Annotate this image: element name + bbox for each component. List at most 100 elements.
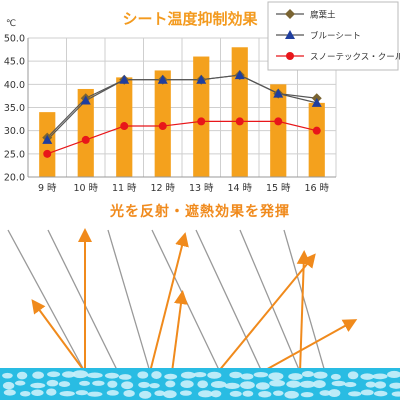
pebble	[301, 371, 314, 378]
pebble	[180, 380, 194, 388]
pebble	[286, 380, 301, 388]
data-point	[235, 117, 244, 126]
data-point	[42, 134, 53, 144]
incoming-ray	[239, 229, 301, 373]
data-point	[311, 97, 322, 107]
pebble	[179, 390, 192, 396]
y-tick-label: 25.0	[4, 149, 25, 160]
pebble	[269, 379, 285, 387]
reflected-light-arrows	[31, 228, 358, 373]
pebble	[86, 372, 103, 379]
pebble	[210, 390, 222, 398]
series-line	[47, 120, 317, 155]
reflection-illustration	[0, 228, 400, 400]
pebble	[229, 371, 243, 379]
pebble	[360, 389, 374, 396]
pebble	[47, 371, 61, 378]
incoming-ray	[47, 229, 119, 373]
pebble	[154, 390, 165, 397]
pebble	[197, 380, 209, 389]
series-line	[46, 74, 317, 141]
pebble	[30, 382, 46, 389]
pebble	[79, 380, 91, 386]
x-tick-label: 11 時	[112, 183, 137, 194]
pebble	[365, 381, 376, 388]
legend-label: ブルーシート	[310, 31, 361, 42]
x-tick-label: 15 時	[266, 183, 291, 194]
y-tick-label: 35.0	[4, 103, 25, 114]
pebble	[3, 389, 16, 396]
pebble	[210, 380, 227, 389]
pebble	[224, 382, 240, 390]
x-tick-label: 9 時	[38, 183, 57, 194]
pebble	[121, 381, 134, 390]
reflected-arrow	[149, 232, 189, 373]
reflected-arrow	[261, 319, 358, 373]
x-tick-label: 12 時	[150, 183, 175, 194]
data-point	[197, 117, 206, 126]
pebble	[360, 373, 374, 380]
bar	[77, 88, 94, 177]
bar	[193, 56, 210, 177]
data-point	[81, 135, 90, 144]
pebble	[242, 390, 254, 397]
data-point	[312, 126, 321, 135]
incoming-ray	[195, 229, 263, 373]
y-tick-label: 30.0	[4, 126, 25, 137]
pebble	[104, 372, 119, 379]
bars	[39, 47, 325, 178]
x-tick-label: 14 時	[227, 183, 252, 194]
pebble	[123, 390, 135, 397]
legend-label: 腐葉土	[310, 10, 336, 21]
pebble	[2, 381, 15, 390]
pebble	[268, 372, 284, 381]
pebble	[330, 373, 341, 380]
x-tick-label: 13 時	[189, 183, 214, 194]
pebble	[240, 381, 255, 389]
pebble	[387, 370, 400, 379]
pebble	[258, 390, 272, 398]
pebble	[163, 390, 177, 399]
pebble	[16, 371, 28, 380]
x-tick-label: 10 時	[73, 183, 98, 194]
pebble	[347, 371, 359, 380]
illustration-caption: 光を反射・遮熱効果を発揮	[110, 204, 290, 220]
pebble	[255, 382, 270, 390]
reflected-arrow	[296, 250, 311, 373]
pebble	[389, 382, 400, 389]
pebble	[374, 381, 386, 389]
pebble	[14, 380, 26, 386]
pebble	[253, 372, 269, 378]
incoming-ray	[7, 229, 86, 373]
pebble	[300, 391, 314, 398]
data-point	[120, 122, 129, 131]
pebble	[92, 380, 105, 386]
data-point	[43, 149, 52, 158]
y-tick-label: 45.0	[4, 57, 25, 68]
bar	[270, 84, 287, 177]
pebble	[137, 371, 149, 379]
y-tick-label: 40.0	[4, 80, 25, 91]
data-point	[274, 117, 283, 126]
legend-marker	[286, 52, 294, 60]
pebble	[284, 390, 299, 399]
pebble	[62, 371, 76, 378]
incoming-ray	[151, 229, 221, 373]
data-point	[234, 70, 245, 80]
reflected-arrow	[171, 290, 188, 373]
pebble	[32, 371, 44, 379]
pebble	[391, 391, 400, 397]
pebble	[344, 382, 357, 388]
data-point	[273, 88, 284, 98]
pebble	[331, 380, 346, 387]
pebble	[193, 372, 207, 378]
legend-label: スノーテックス・クール	[310, 53, 400, 63]
y-tick-label: 50.0	[4, 34, 25, 45]
y-tick-label: 20.0	[4, 173, 25, 184]
y-unit-label: ℃	[6, 19, 16, 29]
pebble	[229, 390, 242, 397]
pebble	[273, 390, 284, 396]
incoming-ray	[107, 229, 151, 373]
